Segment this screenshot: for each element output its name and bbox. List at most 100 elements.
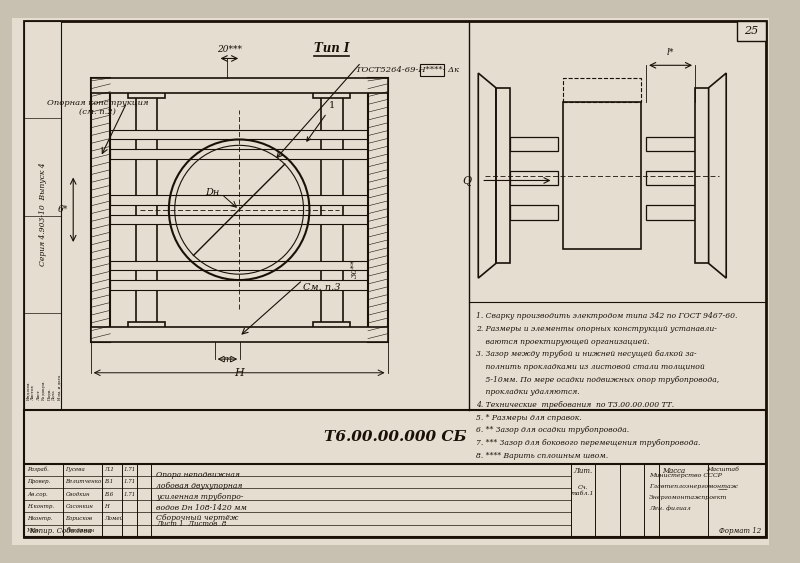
Bar (368, 78, 387, 342)
Text: ваются проектирующей организацией.: ваются проектирующей организацией. (476, 338, 650, 346)
Bar (695, 88, 709, 263)
Bar (420, 64, 444, 76)
Text: Утв.: Утв. (27, 528, 42, 533)
Text: Формат 12: Формат 12 (719, 527, 762, 535)
Bar (136, 86, 157, 334)
Text: Опора неподвижная: Опора неподвижная (156, 471, 240, 479)
Text: —: — (718, 485, 727, 494)
Text: Провер.: Провер. (27, 479, 50, 484)
Text: Нконтр.: Нконтр. (27, 516, 53, 521)
Bar (128, 86, 165, 97)
Text: 8. **** Варить сплошным швом.: 8. **** Варить сплошным швом. (476, 452, 609, 460)
Text: Лист 1  Листов  8: Лист 1 Листов 8 (156, 520, 226, 528)
Bar (563, 78, 642, 102)
Text: лобовая двухупорная: лобовая двухупорная (156, 482, 242, 490)
Bar (128, 322, 165, 334)
Bar (110, 261, 368, 270)
Text: Н: Н (105, 504, 109, 509)
Text: Сасонкин: Сасонкин (66, 504, 94, 509)
Bar (110, 195, 368, 205)
Bar (510, 205, 558, 220)
Text: Опорная конструкция
(см. п.2): Опорная конструкция (см. п.2) (47, 99, 148, 116)
Bar (563, 102, 642, 249)
Text: Разраб.: Разраб. (27, 467, 50, 472)
Text: 1: 1 (307, 101, 335, 141)
Bar (510, 171, 558, 185)
Text: Q: Q (462, 176, 471, 186)
Polygon shape (478, 73, 496, 278)
Text: Изм. и дата: Изм. и дата (57, 374, 61, 400)
Bar (90, 78, 387, 93)
Text: Тип I: Тип I (314, 42, 350, 55)
Text: l*: l* (667, 48, 674, 57)
Text: Сч.
табл.1: Сч. табл.1 (571, 485, 594, 496)
Bar (110, 129, 368, 140)
Text: усиленная трубопро-: усиленная трубопро- (156, 493, 244, 501)
Text: Л.1: Л.1 (105, 467, 114, 472)
Bar (314, 322, 350, 334)
Text: Листов: Листов (31, 385, 35, 400)
Text: Энергомонтажпроект: Энергомонтажпроект (649, 495, 727, 500)
Text: 1.71: 1.71 (124, 491, 136, 497)
Text: Масса: Масса (662, 467, 685, 475)
Bar (321, 86, 342, 334)
Text: 30**: 30** (350, 258, 358, 278)
Text: Лен. филиал: Лен. филиал (649, 506, 691, 511)
Bar (90, 78, 110, 342)
Text: Гусева: Гусева (66, 467, 85, 472)
Text: 3. Зазор между трубой и нижней несущей балкой за-: 3. Зазор между трубой и нижней несущей б… (476, 350, 697, 358)
Bar (25, 410, 766, 537)
Text: Лист: Лист (37, 389, 41, 400)
Bar (496, 88, 510, 263)
Text: Масштаб: Масштаб (706, 467, 739, 472)
Text: № докум.: № докум. (42, 381, 46, 400)
Text: В.6: В.6 (105, 491, 114, 497)
Text: См. п.3: См. п.3 (302, 283, 340, 292)
Text: 5. * Размеры для справок.: 5. * Размеры для справок. (476, 414, 582, 422)
Text: 20***: 20*** (217, 44, 242, 53)
Text: 7. *** Зазор для бокового перемещения трубопровода.: 7. *** Зазор для бокового перемещения тр… (476, 439, 701, 447)
Text: Ав.сор.: Ав.сор. (27, 491, 48, 497)
Text: прокладки удаляются.: прокладки удаляются. (476, 388, 580, 396)
Text: m: m (223, 355, 232, 364)
Text: Подп.: Подп. (46, 387, 50, 400)
Text: водов Dн 108-1420 мм: водов Dн 108-1420 мм (156, 503, 247, 512)
Text: ГОСТ5264-69-Н****- Δк: ГОСТ5264-69-Н****- Δк (356, 66, 459, 74)
Text: 4. Технические  требования  по Т3.00.00.000 ТТ.: 4. Технические требования по Т3.00.00.00… (476, 401, 674, 409)
Bar (110, 149, 368, 159)
Text: 6*: 6* (58, 205, 68, 215)
Text: 6. ** Зазор для осадки трубопровода.: 6. ** Зазор для осадки трубопровода. (476, 426, 630, 435)
Text: 1.71: 1.71 (124, 479, 136, 484)
Text: Dн: Dн (206, 187, 220, 196)
Text: полнить прокладками из листовой стали толщиной: полнить прокладками из листовой стали то… (476, 363, 705, 371)
Text: Сводкин: Сводкин (66, 491, 90, 497)
Text: Ломей: Ломей (105, 516, 123, 521)
Text: Главтеплоэнергомонтаж: Главтеплоэнергомонтаж (649, 484, 738, 489)
Text: Серия 4.903-10  Выпуск 4: Серия 4.903-10 Выпуск 4 (39, 163, 47, 266)
Text: H: H (234, 368, 244, 378)
Text: 5-10мм. По мере осадки подвижных опор трубопровода,: 5-10мм. По мере осадки подвижных опор тр… (476, 376, 719, 384)
Text: Лит.: Лит. (573, 467, 592, 475)
Bar (110, 280, 368, 290)
Text: Т6.00.00.000 СБ: Т6.00.00.000 СБ (324, 430, 466, 444)
Text: Инд.изм.: Инд.изм. (26, 381, 30, 400)
Bar (314, 86, 350, 97)
Text: Дата: Дата (52, 390, 56, 400)
Text: Министерство СССР: Министерство СССР (649, 473, 722, 479)
Text: Лпедянин: Лпедянин (66, 528, 94, 533)
Bar (510, 137, 558, 151)
Bar (646, 137, 695, 151)
Bar (646, 171, 695, 185)
Bar (90, 327, 387, 342)
Bar (737, 21, 766, 41)
Bar (110, 215, 368, 225)
Text: 1. Сварку производить электродом типа 342 по ГОСТ 9467-60.: 1. Сварку производить электродом типа 34… (476, 312, 738, 320)
Text: Борисков: Борисков (66, 516, 93, 521)
Text: 1.71: 1.71 (124, 467, 136, 472)
Text: 2. Размеры и элементы опорных конструкций устанавли-: 2. Размеры и элементы опорных конструкци… (476, 325, 718, 333)
Bar (646, 205, 695, 220)
Text: В.1: В.1 (105, 479, 114, 484)
Bar (25, 21, 62, 410)
Polygon shape (709, 73, 726, 278)
Text: 25: 25 (745, 26, 758, 36)
